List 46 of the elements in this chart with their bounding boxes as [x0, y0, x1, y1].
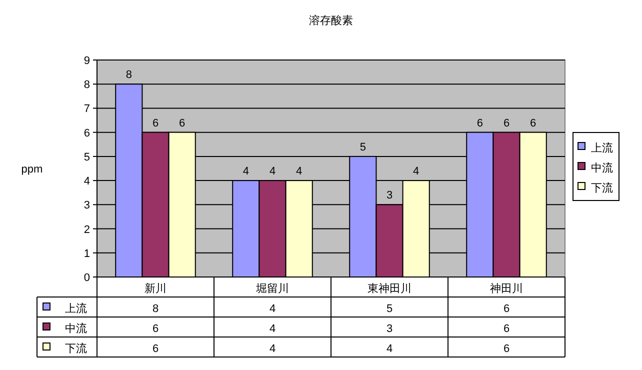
text: 4 — [386, 343, 393, 355]
y-tick-label: 6 — [84, 127, 90, 140]
data-label: 6 — [476, 117, 483, 130]
data-label: 6 — [179, 117, 186, 130]
text: 8 — [152, 303, 159, 315]
legend-label: 上流 — [65, 302, 87, 315]
data-label: 3 — [386, 190, 393, 202]
data-label: 6 — [152, 117, 159, 130]
y-tick-label: 5 — [84, 151, 90, 164]
x-tick-label: 東神田川 — [368, 282, 412, 295]
text: 下流 — [65, 343, 87, 355]
data-label: 5 — [360, 141, 366, 154]
y-tick-label: 2 — [84, 224, 90, 236]
chart-title: 溶存酸素 — [309, 14, 353, 27]
y-tick-label: 0 — [84, 272, 90, 284]
y-tick-label: 4 — [84, 176, 90, 188]
text: 上流 — [591, 142, 613, 154]
x-tick-label: 新川 — [144, 282, 166, 295]
text: 4 — [269, 323, 276, 335]
text: 6 — [503, 303, 510, 315]
y-tick-label: 8 — [84, 79, 90, 92]
text: 6 — [152, 343, 159, 355]
text: 4 — [269, 343, 276, 355]
text: 5 — [386, 303, 393, 315]
data-label: 6 — [503, 117, 510, 130]
x-tick-label: 堀留川 — [255, 282, 289, 295]
data-label: 6 — [530, 117, 536, 130]
y-tick-label: 3 — [84, 200, 90, 212]
data-label: 4 — [269, 166, 276, 178]
legend-label: 下流 — [591, 182, 613, 194]
text: 中流 — [65, 323, 87, 335]
data-label: 4 — [413, 166, 420, 178]
legend-label: 中流 — [591, 162, 613, 174]
y-tick-label: 1 — [84, 248, 90, 260]
text: 4 — [269, 303, 276, 315]
x-tick-label: 神田川 — [490, 282, 523, 295]
y-tick-label: 7 — [84, 103, 90, 116]
y-tick-label: 9 — [84, 55, 90, 67]
text: 3 — [386, 323, 393, 335]
text: 6 — [152, 323, 159, 335]
data-label: 8 — [126, 69, 132, 82]
text: 6 — [503, 343, 510, 355]
data-label: 4 — [296, 166, 302, 178]
data-label: 4 — [242, 166, 249, 178]
text: 6 — [503, 323, 510, 335]
y-axis-title: ppm — [21, 164, 43, 176]
